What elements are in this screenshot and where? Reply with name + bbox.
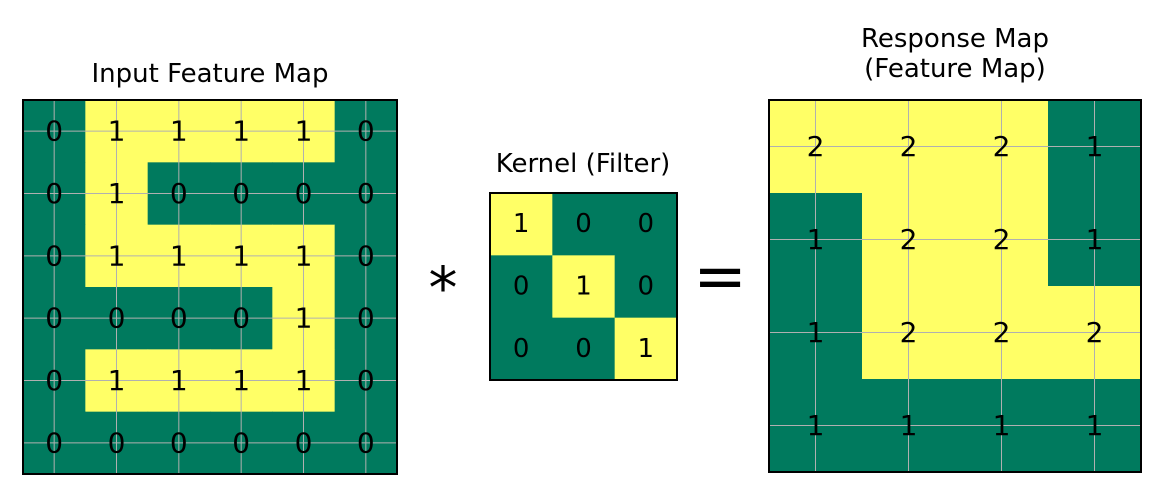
input-feature-map-grid: 0 1 1 1 1 0 0 1 0 0 0 0 0 1 1 1 1 0 0 0 0 0 1 0 0 1 1 1 1 0 0 0 0 0 0 0 bbox=[22, 99, 398, 475]
input-cell-value: 0 bbox=[232, 426, 250, 459]
kernel-cell-value: 0 bbox=[638, 272, 655, 302]
kernel-grid: 1 0 0 0 1 0 0 0 1 bbox=[489, 192, 678, 381]
kernel-cell bbox=[614, 317, 678, 381]
kernel-title: Kernel (Filter) bbox=[496, 149, 671, 179]
convolution-operator: * bbox=[429, 254, 458, 322]
response-cell-value: 2 bbox=[1086, 316, 1104, 349]
input-cell-value: 0 bbox=[45, 426, 63, 459]
input-cell-value: 1 bbox=[232, 115, 250, 148]
kernel-cell-value: 1 bbox=[513, 209, 530, 239]
kernel-cell bbox=[614, 255, 678, 319]
response-cell-value: 2 bbox=[993, 223, 1011, 256]
response-cell-value: 1 bbox=[993, 409, 1011, 442]
response-border bbox=[768, 99, 1142, 473]
kernel-cell-value: 0 bbox=[575, 334, 592, 364]
input-cell-value: 0 bbox=[45, 239, 63, 272]
input-cell-value: 0 bbox=[108, 426, 126, 459]
response-cell-value: 2 bbox=[900, 130, 918, 163]
input-cell-value: 1 bbox=[232, 239, 250, 272]
response-cell-value: 1 bbox=[807, 223, 825, 256]
input-cell-value: 0 bbox=[170, 302, 188, 335]
input-cell-value: 1 bbox=[170, 115, 188, 148]
input-cell-value: 1 bbox=[108, 177, 126, 210]
kernel-cell bbox=[552, 193, 616, 256]
input-cell-value: 1 bbox=[108, 115, 126, 148]
input-cell-value: 1 bbox=[295, 302, 313, 335]
kernel-border bbox=[489, 192, 678, 381]
input-cell-value: 0 bbox=[357, 177, 375, 210]
kernel-cell bbox=[490, 317, 553, 381]
input-cell-value: 0 bbox=[108, 302, 126, 335]
input-cell-value: 1 bbox=[295, 115, 313, 148]
input-cell-value: 0 bbox=[45, 302, 63, 335]
input-cell-value: 1 bbox=[295, 239, 313, 272]
input-title-line: Input Feature Map bbox=[92, 59, 329, 89]
response-cell-value: 1 bbox=[807, 409, 825, 442]
input-cell-value: 0 bbox=[295, 426, 313, 459]
input-cell-value: 0 bbox=[232, 177, 250, 210]
input-feature-map-title: Input Feature Map bbox=[92, 59, 329, 89]
input-cell-value: 0 bbox=[357, 426, 375, 459]
input-cell-value: 0 bbox=[357, 115, 375, 148]
kernel-cell-value: 1 bbox=[575, 272, 592, 302]
input-cell-value: 0 bbox=[170, 426, 188, 459]
response-cell-value: 2 bbox=[900, 223, 918, 256]
response-cell-value: 2 bbox=[993, 130, 1011, 163]
response-title-line: (Feature Map) bbox=[864, 54, 1046, 84]
input-cell-value: 0 bbox=[45, 364, 63, 397]
kernel-cell bbox=[614, 193, 678, 256]
input-cell-value: 1 bbox=[170, 364, 188, 397]
input-cell-value: 1 bbox=[108, 239, 126, 272]
response-cell-value: 1 bbox=[1086, 409, 1104, 442]
input-cell-value: 1 bbox=[170, 239, 188, 272]
kernel-cell-value: 1 bbox=[638, 334, 655, 364]
response-cell-value: 2 bbox=[807, 130, 825, 163]
response-map-grid: 2 2 2 1 1 2 2 1 1 2 2 2 1 1 1 1 bbox=[768, 99, 1142, 473]
response-cell-value: 1 bbox=[900, 409, 918, 442]
equals-operator: = bbox=[693, 240, 747, 314]
response-map-title: Response Map (Feature Map) bbox=[861, 24, 1049, 84]
input-cell-value: 0 bbox=[170, 177, 188, 210]
response-cell-value: 2 bbox=[900, 316, 918, 349]
response-cell-value: 1 bbox=[807, 316, 825, 349]
input-cell-value: 0 bbox=[295, 177, 313, 210]
response-title-line: Response Map bbox=[861, 24, 1049, 54]
kernel-cell-value: 0 bbox=[513, 272, 530, 302]
response-cell-value: 2 bbox=[993, 316, 1011, 349]
kernel-cell bbox=[490, 255, 553, 319]
input-cell-value: 0 bbox=[357, 364, 375, 397]
input-cell-value: 0 bbox=[45, 177, 63, 210]
response-cell-value: 1 bbox=[1086, 223, 1104, 256]
input-cell-value: 0 bbox=[357, 239, 375, 272]
input-border bbox=[22, 99, 398, 475]
input-cell-value: 0 bbox=[357, 302, 375, 335]
input-cell-value: 1 bbox=[108, 364, 126, 397]
kernel-cell-value: 0 bbox=[638, 209, 655, 239]
kernel-cell bbox=[490, 193, 553, 256]
response-cell-value: 1 bbox=[1086, 130, 1104, 163]
kernel-cell bbox=[552, 255, 616, 319]
input-cell-value: 0 bbox=[45, 115, 63, 148]
input-cell-value: 1 bbox=[232, 364, 250, 397]
input-cell-value: 1 bbox=[295, 364, 313, 397]
input-cell-value: 0 bbox=[232, 302, 250, 335]
kernel-cell bbox=[552, 317, 616, 381]
kernel-title-line: Kernel (Filter) bbox=[496, 149, 671, 179]
kernel-cell-value: 0 bbox=[513, 334, 530, 364]
kernel-cell-value: 0 bbox=[575, 209, 592, 239]
